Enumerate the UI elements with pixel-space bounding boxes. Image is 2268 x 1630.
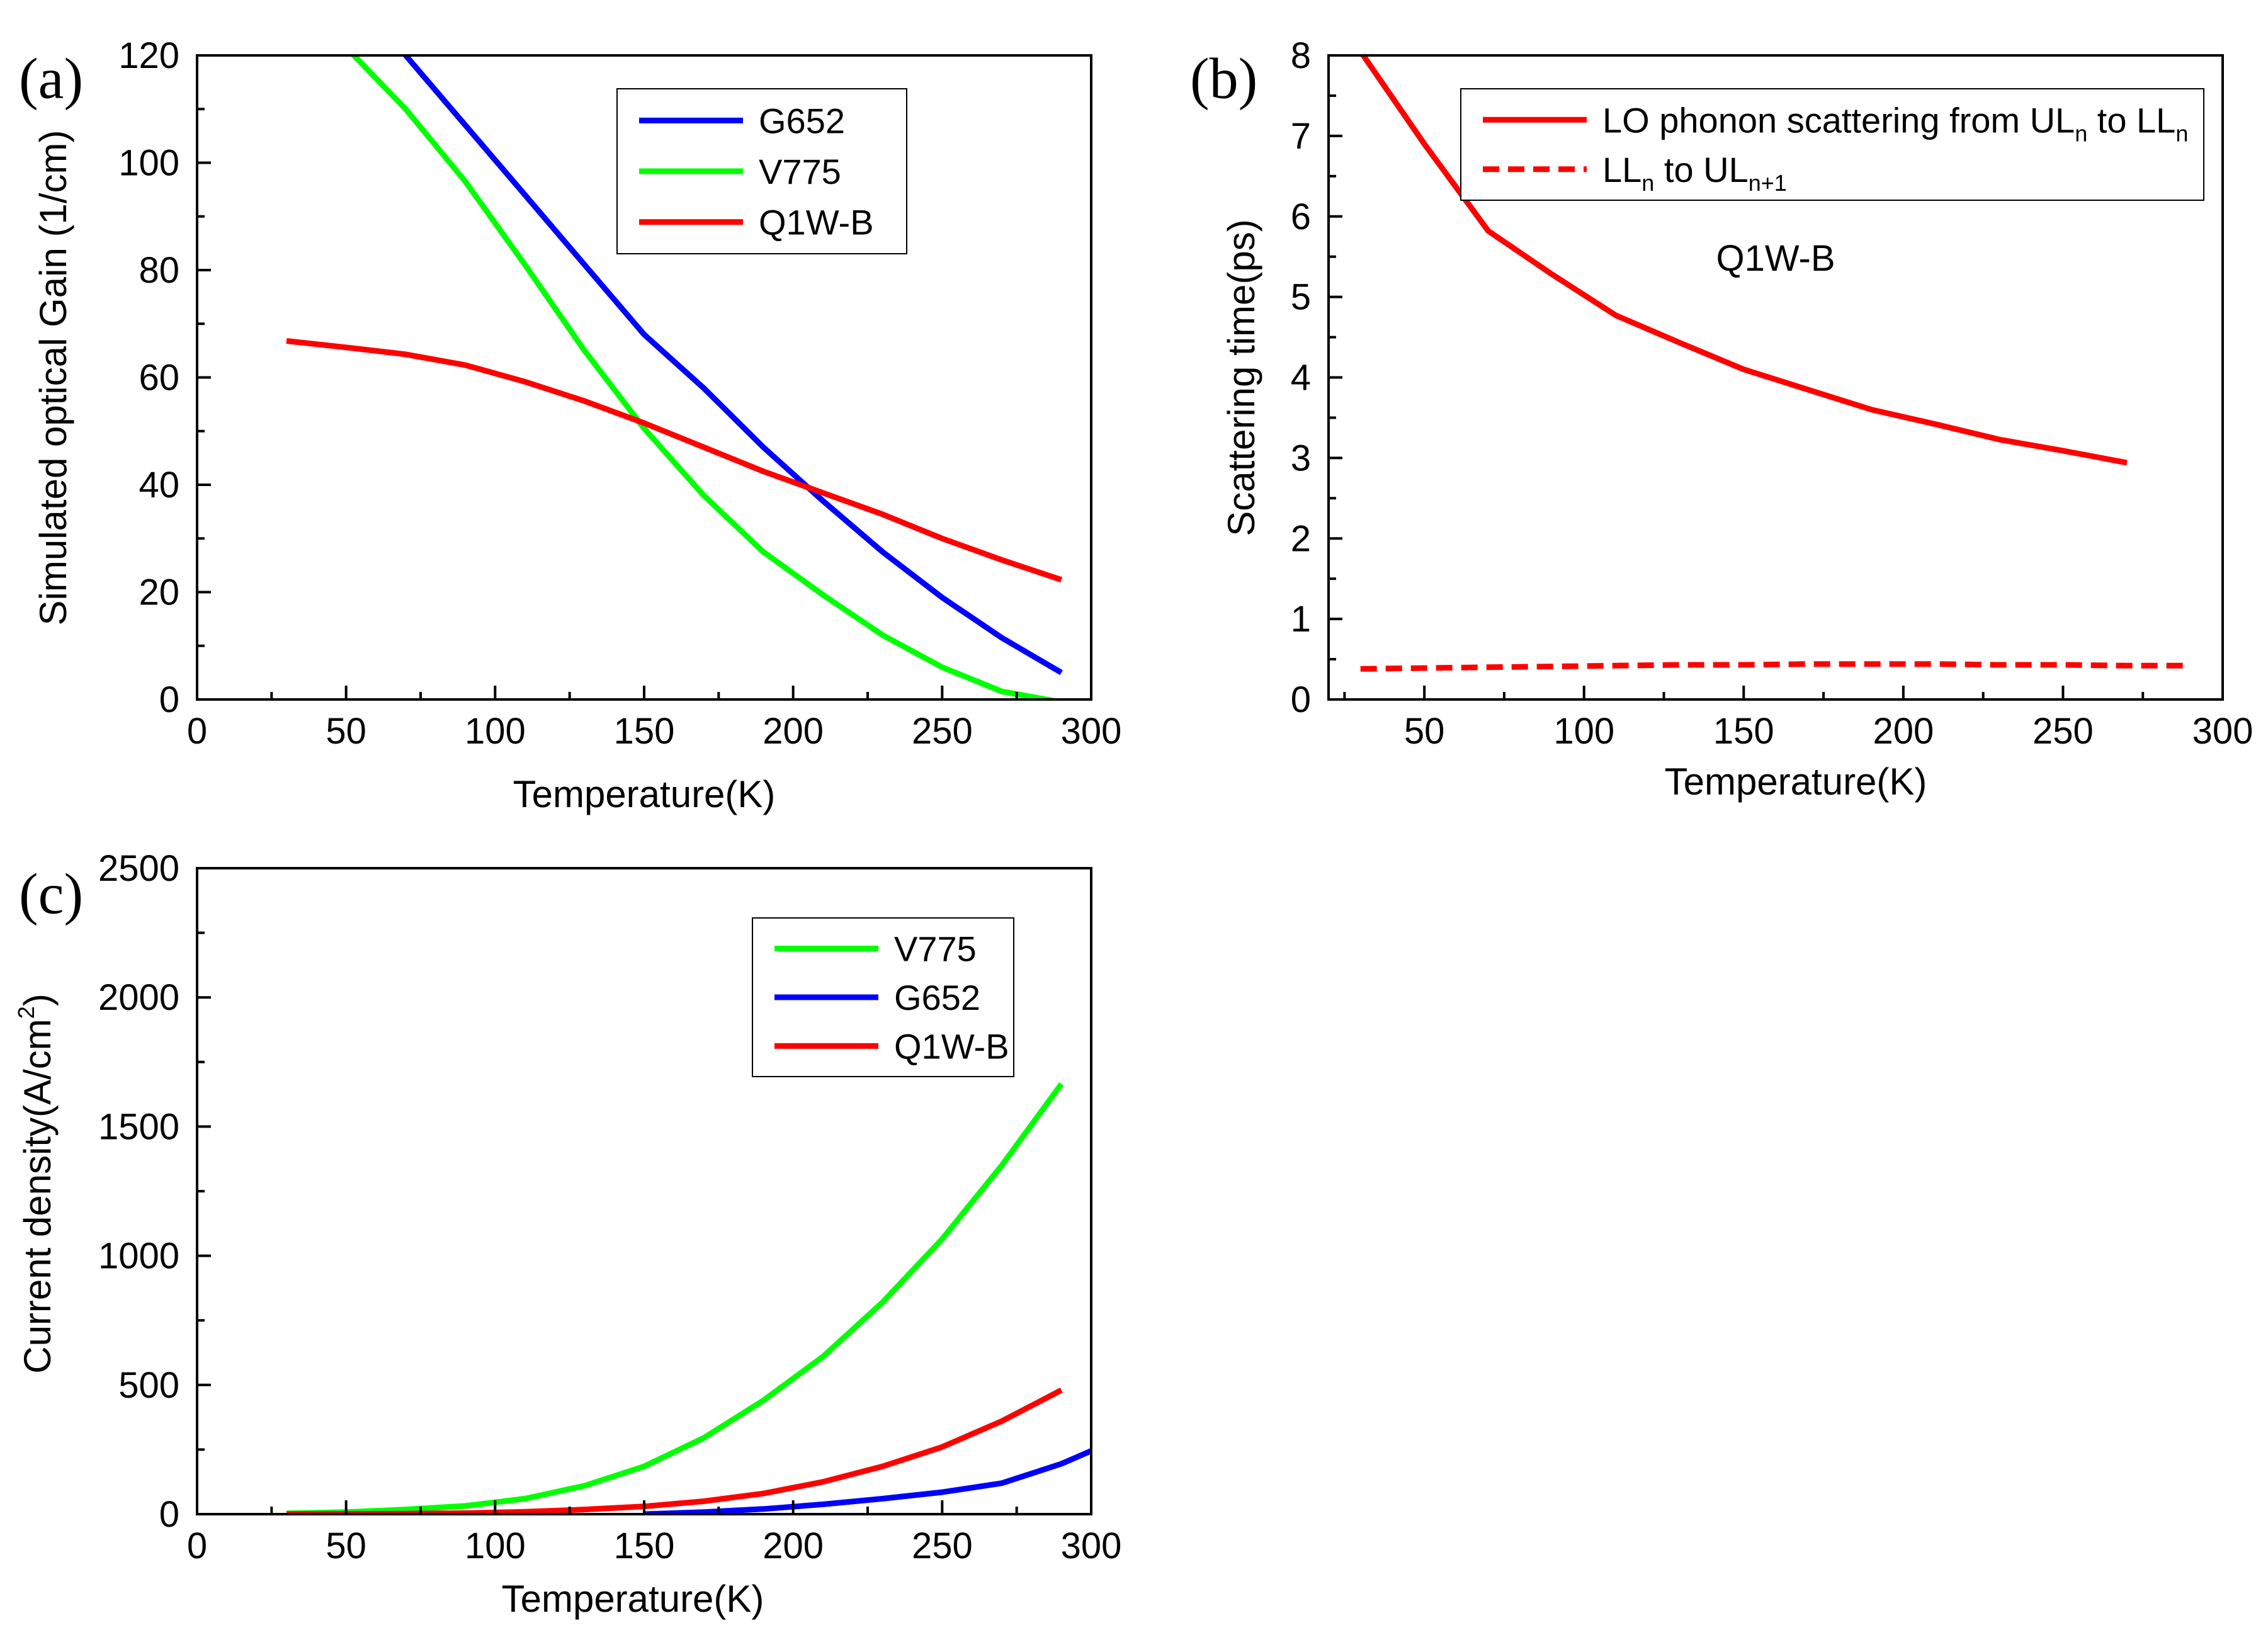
x-tick-label: 250 [912,711,973,752]
x-axis-title: Temperature(K) [502,1578,764,1620]
series-line-g652 [644,1448,1091,1514]
series-group [1359,55,2191,672]
panel-a: (a) 0 50 100 150 200 250 300 0 20 40 60 80 100 120 Temp… [19,35,1122,815]
y-axis-title: Current density(A/cm2) [13,993,59,1374]
y-tick-label: 8 [1291,35,1311,76]
y-tick-label: 1000 [98,1236,179,1277]
y-tick-label: 2 [1291,518,1311,559]
series-line-v775 [286,1082,1064,1514]
y-tick-label: 0 [159,679,179,720]
panel-c: (c) 0 50 100 150 200 250 300 0 500 1000 1500 2000 250… [13,848,1121,1620]
legend: LO phonon scattering from ULn to LLnLLn … [1460,88,2204,201]
y-tick-label: 1 [1291,599,1311,640]
legend-box [1460,88,2204,201]
y-tick-label: 5 [1291,277,1311,318]
panel-b: (b) 50 100 150 200 250 300 0 1 2 3 4 5 6 7 8 Temperature… [1190,35,2253,803]
y-tick-label: 2500 [98,848,179,889]
legend-label: Q1W-B [894,1026,1009,1066]
x-tick-label: 300 [1061,1525,1122,1566]
x-tick-label: 50 [1404,711,1445,752]
series-line-lo-phonon-scattering-from-ul-n-to-ll-n [1359,55,2128,466]
legend: G652 V775 Q1W-B [616,88,907,254]
y-tick-label: 40 [139,465,179,506]
series-line-v775 [349,55,1062,699]
series-line-ll-n-to-ul-n-1 [1360,661,2191,672]
y-tick-label: 0 [1291,679,1311,720]
x-tick-label: 100 [465,1525,526,1566]
x-tick-label: 0 [187,1525,207,1566]
y-tick-label: 1500 [98,1106,179,1147]
y-tick-label: 3 [1291,438,1311,478]
legend: V775 G652 Q1W-B [752,917,1014,1077]
x-tick-label: 50 [326,1525,366,1566]
y-tick-label: 20 [139,572,179,613]
x-tick-label: 200 [763,1525,824,1566]
x-tick-label: 200 [1873,711,1934,752]
panel-label: (c) [19,862,83,926]
series-group [286,1082,1091,1514]
y-tick-label: 80 [139,250,179,291]
y-tick-label: 7 [1291,116,1311,157]
annotation: Q1W-B [1716,238,1835,279]
x-axis-title: Temperature(K) [1665,761,1927,803]
legend-label: Q1W-B [759,203,874,242]
x-tick-label: 300 [1061,711,1122,752]
y-axis-title: Scattering time(ps) [1220,219,1262,536]
y-tick-label: 0 [159,1494,179,1535]
x-tick-label: 150 [614,1525,675,1566]
y-axis-title: Simulated optical Gain (1/cm) [32,130,74,626]
legend-label: LLn to ULn+1 [1602,150,1787,196]
series-line-g652 [402,55,1063,676]
panel-label: (a) [19,47,83,111]
y-tick-label: 4 [1291,358,1311,399]
x-tick-label: 50 [326,711,366,752]
x-tick-label: 200 [763,711,824,752]
x-tick-label: 0 [187,711,207,752]
y-tick-label: 100 [118,143,179,184]
x-tick-label: 250 [912,1525,973,1566]
series-line-q1w-b [286,338,1063,583]
x-axis-title: Temperature(K) [513,773,776,815]
y-tick-label: 2000 [98,977,179,1018]
x-tick-label: 100 [465,711,526,752]
x-tick-label: 150 [614,711,675,752]
y-tick-label: 500 [118,1365,179,1406]
y-tick-label: 120 [118,35,179,76]
x-tick-label: 300 [2192,711,2254,752]
legend-label: G652 [759,101,845,140]
x-tick-label: 150 [1713,711,1774,752]
y-tick-label: 60 [139,358,179,399]
x-tick-label: 100 [1553,711,1614,752]
x-tick-label: 250 [2033,711,2094,752]
panel-label: (b) [1190,47,1257,111]
legend-label: V775 [759,152,841,191]
legend-label: V775 [894,929,977,969]
legend-label: G652 [894,978,980,1017]
series-group [286,55,1063,699]
legend-label: LO phonon scattering from ULn to LLn [1602,100,2188,146]
y-tick-label: 6 [1291,196,1311,237]
